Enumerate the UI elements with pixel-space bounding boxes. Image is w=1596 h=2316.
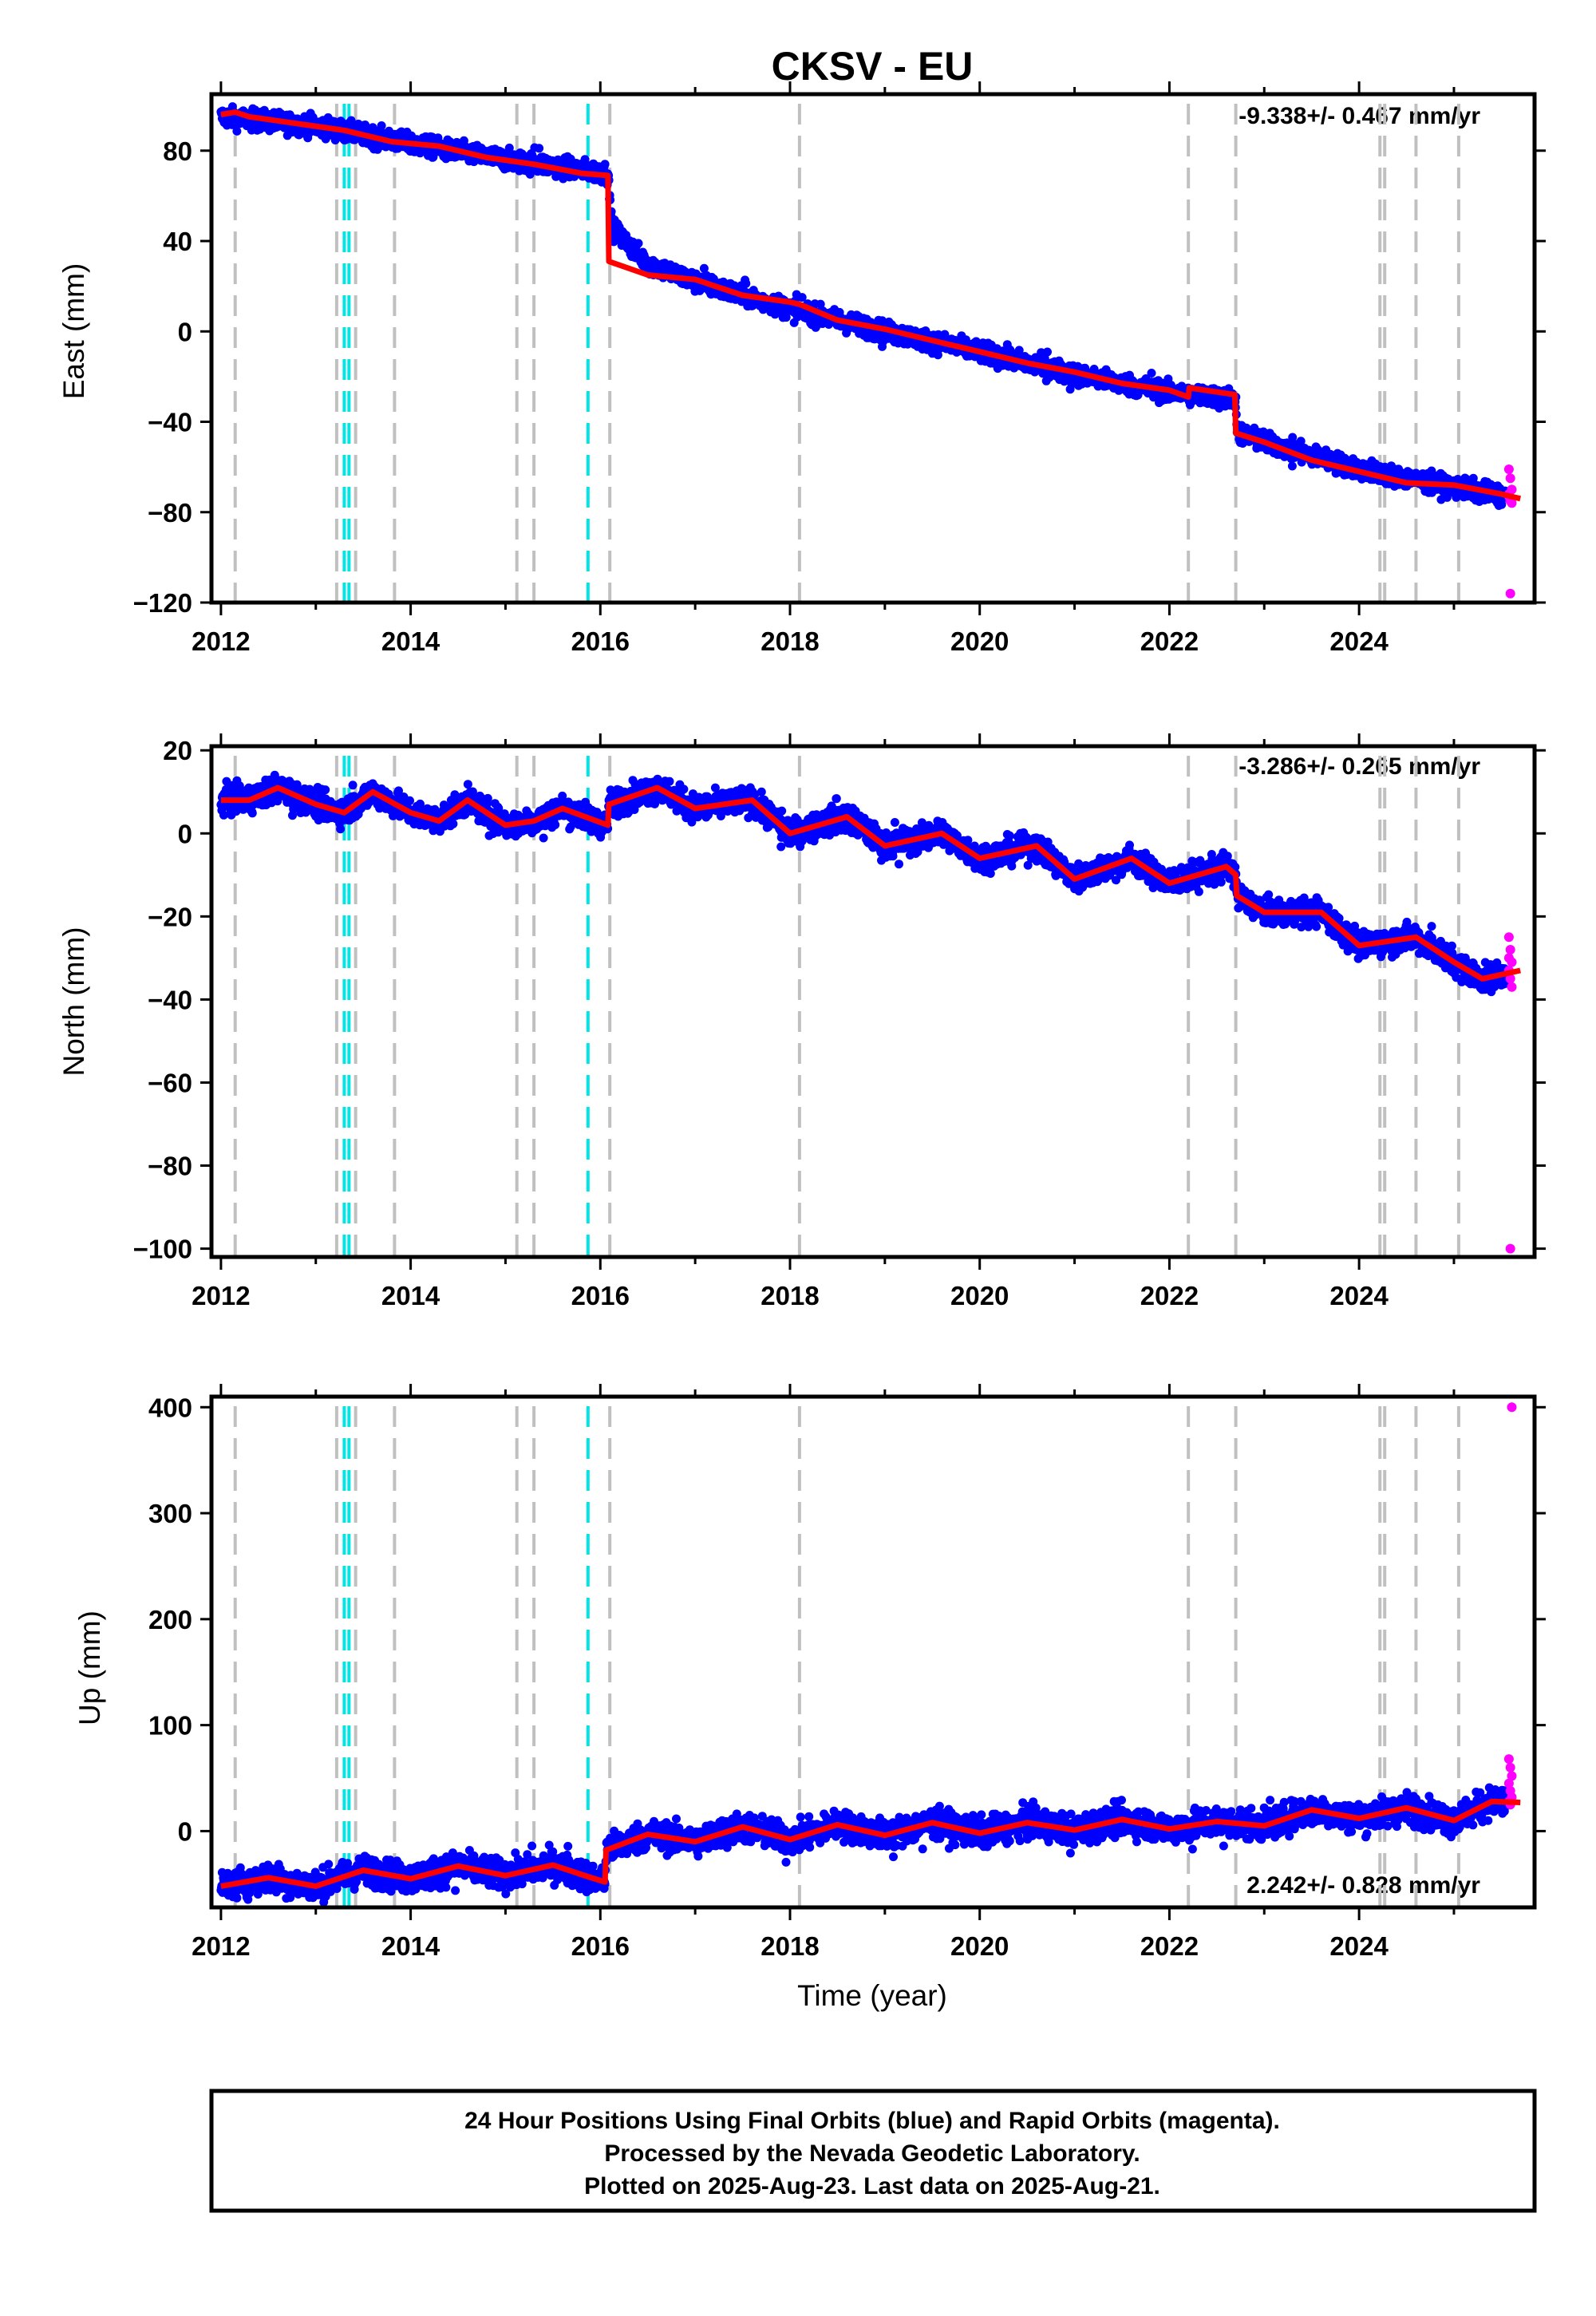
north-data-point [551, 820, 560, 829]
east-x-tick-label: 2018 [760, 626, 819, 656]
footer-line-3: Plotted on 2025-Aug-23. Last data on 202… [584, 2173, 1160, 2199]
east-data-point [634, 239, 643, 248]
east-outlier-point [1065, 385, 1075, 394]
east-x-tick-label: 2020 [950, 626, 1009, 656]
east-y-tick-label: 0 [178, 317, 192, 346]
footer-line-1: 24 Hour Positions Using Final Orbits (bl… [464, 2108, 1280, 2134]
east-frame [209, 92, 1537, 605]
north-data-point [430, 804, 440, 814]
east-y-tick-label: −80 [148, 498, 192, 528]
north-data-point [219, 810, 228, 820]
east-ylabel: East (mm) [57, 263, 90, 400]
chart-title: CKSV - EU [772, 44, 974, 89]
east-x-tick-label: 2024 [1329, 626, 1389, 656]
north-panel: North (mm) -3.286+/- 0.265 mm/yr [57, 753, 1480, 1077]
east-outlier-point [530, 143, 539, 152]
east-data-point [232, 126, 242, 136]
up-ylabel: Up (mm) [73, 1611, 106, 1725]
east-final-points [216, 102, 1511, 510]
north-final-points [216, 770, 1511, 997]
east-outlier-point [1287, 461, 1297, 471]
north-data-point [687, 817, 697, 827]
east-rapid-point [1505, 473, 1515, 484]
east-y-tick-label: −40 [148, 408, 192, 437]
up-rate-label: 2.242+/- 0.828 mm/yr [1246, 1872, 1480, 1899]
north-data-point [679, 785, 689, 794]
east-x-tick-label: 2012 [192, 626, 250, 656]
footer-frame [209, 2089, 1537, 2213]
east-rapid-point [1503, 464, 1514, 474]
east-x-tick-label: 2022 [1140, 626, 1199, 656]
east-data-point [346, 116, 356, 125]
east-outlier-point [741, 275, 750, 285]
north-data-point [448, 819, 458, 828]
east-data-point [377, 121, 386, 130]
north-data-point [483, 793, 492, 803]
east-y-tick-label: −120 [133, 588, 192, 618]
north-ylabel: North (mm) [57, 927, 90, 1076]
east-outlier-point [699, 263, 709, 273]
east-outlier-point [1147, 369, 1156, 377]
north-data-point [558, 791, 567, 800]
east-rate-label: -9.338+/- 0.467 mm/yr [1238, 103, 1480, 129]
east-y-tick-label: 80 [163, 136, 192, 166]
north-data-point [665, 777, 674, 786]
east-rapid-point [1505, 588, 1515, 599]
east-data-point [1296, 437, 1306, 446]
north-data-point [336, 824, 346, 834]
east-x-tick-label: 2016 [571, 626, 630, 656]
up-panel: Up (mm) 2.242+/- 0.828 mm/yr [73, 1611, 1480, 1899]
east-panel: East (mm) -9.338+/- 0.467 mm/yr [57, 103, 1480, 399]
east-data-point [504, 143, 514, 152]
east-model-line [220, 109, 1522, 502]
east-outlier-point [792, 290, 801, 299]
footer-line-2: Processed by the Nevada Geodetic Laborat… [604, 2140, 1140, 2167]
east-x-tick-label: 2014 [381, 626, 440, 656]
north-data-point [247, 808, 257, 818]
north-data-point [405, 796, 414, 805]
north-data-point [777, 806, 787, 816]
east-data-point [600, 160, 610, 169]
north-data-point [321, 785, 330, 795]
east-data-point [1014, 346, 1024, 355]
north-data-point [757, 787, 766, 796]
x-axis-label: Time (year) [797, 1979, 947, 2012]
north-data-point [463, 780, 472, 789]
north-data-point [710, 783, 720, 792]
east-outlier-point [878, 342, 887, 351]
north-data-point [750, 789, 760, 799]
east-y-tick-label: 40 [163, 227, 192, 256]
footer-box: 24 Hour Positions Using Final Orbits (bl… [209, 2089, 1537, 2213]
east-outlier-point [1043, 347, 1052, 357]
north-rate-label: -3.286+/- 0.265 mm/yr [1238, 753, 1480, 780]
north-data-point [394, 786, 403, 796]
north-data-point [494, 804, 504, 813]
